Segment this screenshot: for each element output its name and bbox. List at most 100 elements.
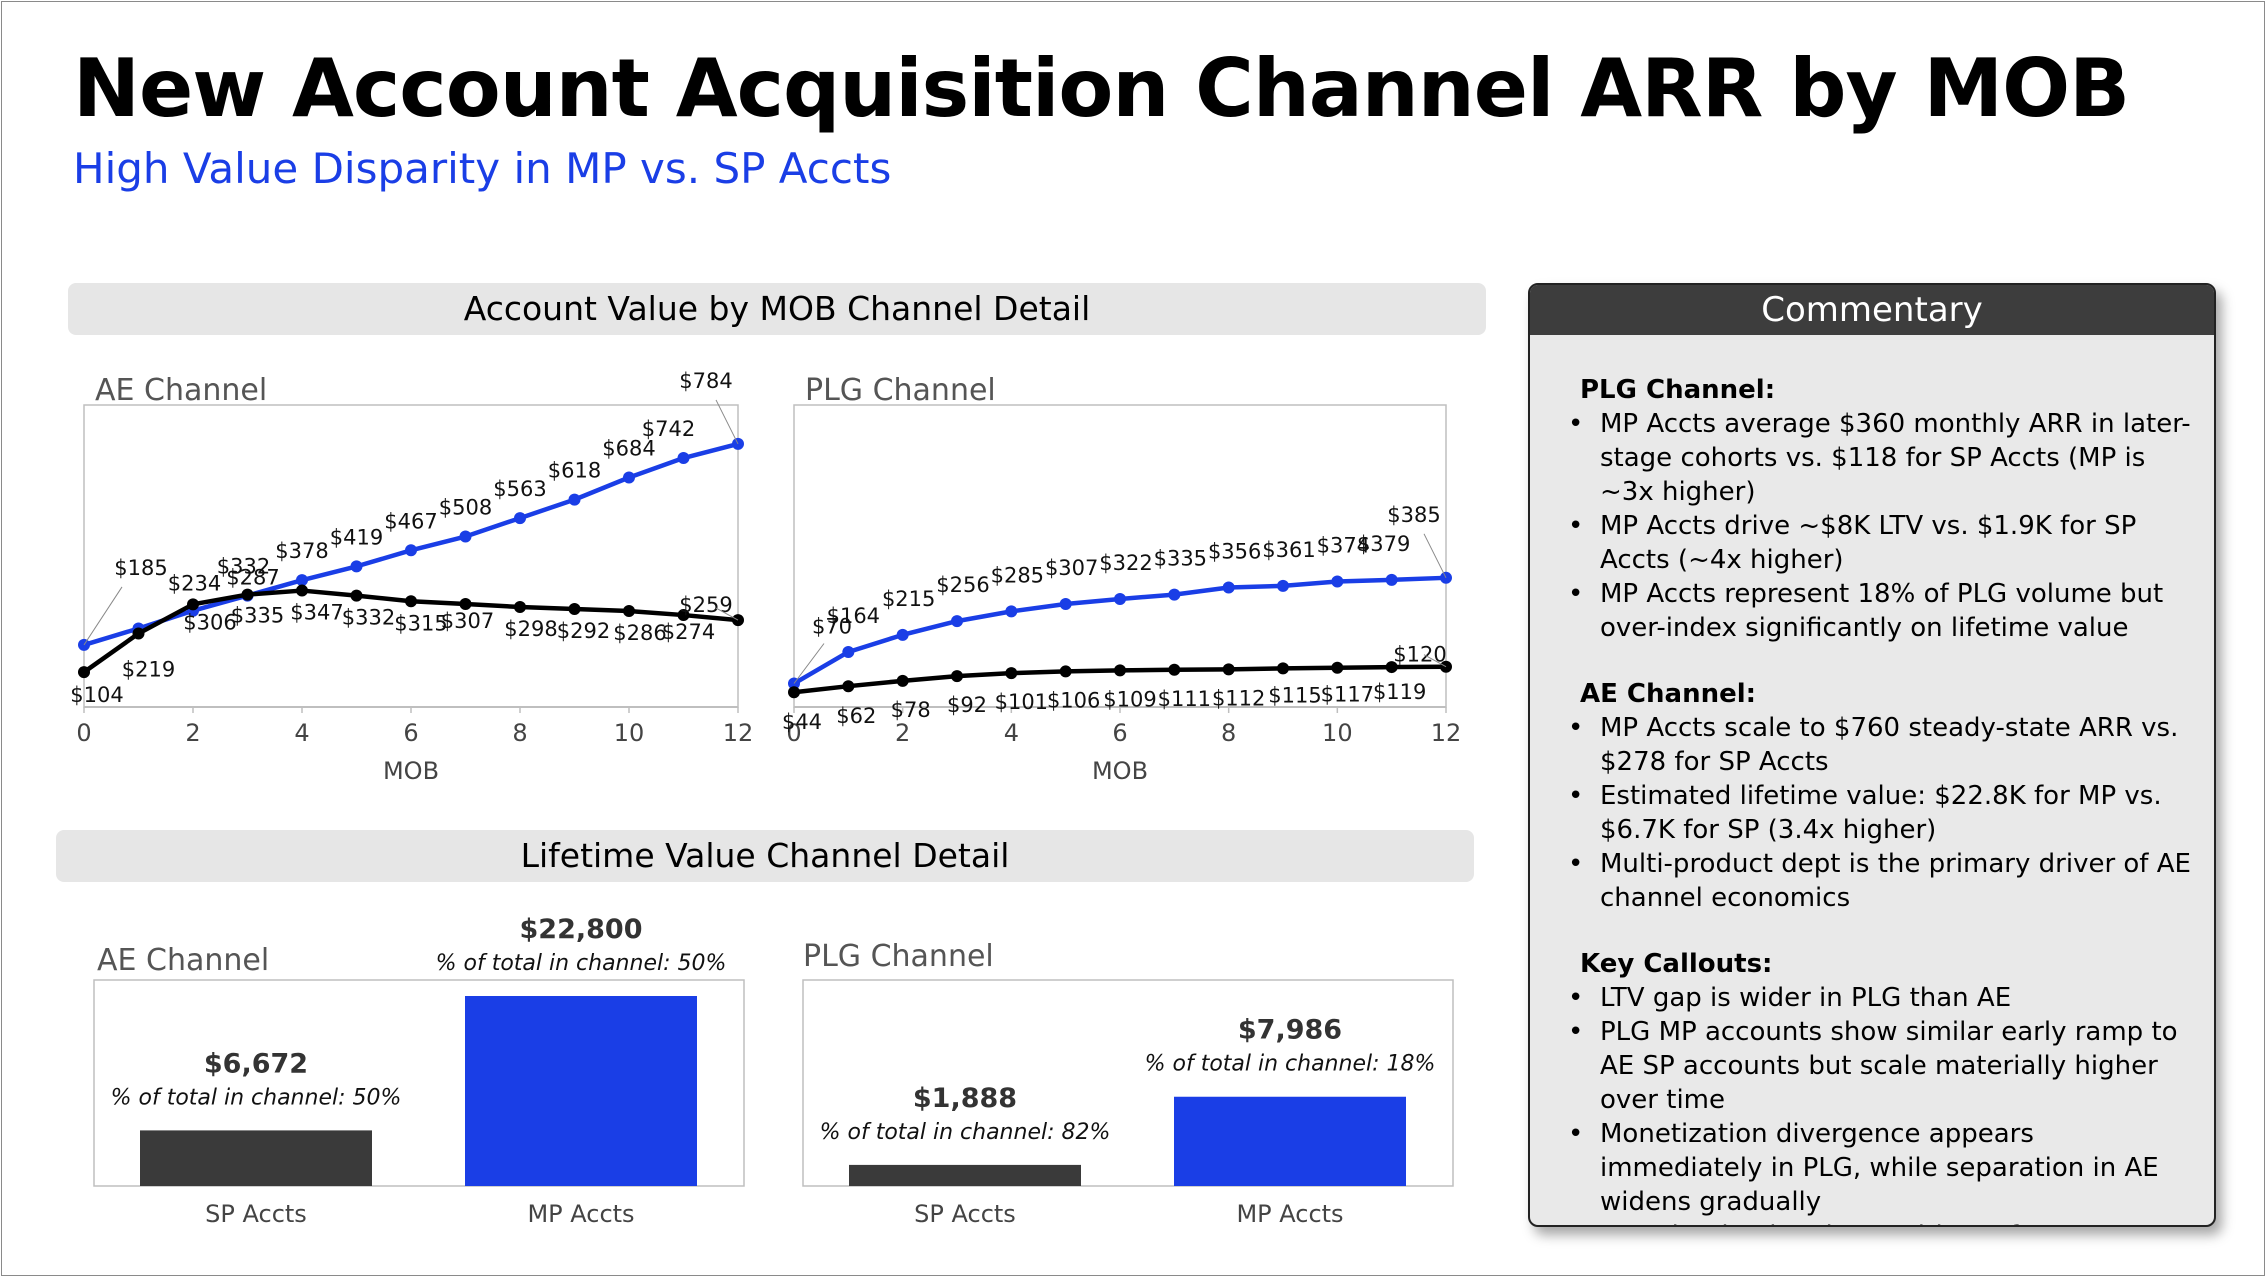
data-label-sp: $112 bbox=[1212, 686, 1265, 710]
data-point-mp bbox=[1222, 581, 1235, 594]
data-label-sp: $298 bbox=[504, 617, 557, 641]
mob-section-title: Account Value by MOB Channel Detail bbox=[68, 283, 1486, 335]
x-tick-label: 2 bbox=[185, 719, 200, 747]
chart-title: PLG Channel bbox=[805, 373, 996, 408]
data-label-sp: $104 bbox=[70, 683, 123, 707]
x-tick-label: 6 bbox=[403, 719, 418, 747]
bar-mp-accts bbox=[465, 996, 697, 1186]
commentary-section-title: AE Channel: bbox=[1580, 679, 1757, 709]
data-point-sp bbox=[1168, 663, 1181, 676]
data-point-sp bbox=[1222, 663, 1235, 676]
bar-pct-label: % of total in channel: 50% bbox=[111, 1085, 402, 1110]
data-point-sp bbox=[1385, 661, 1398, 674]
data-point-sp bbox=[459, 597, 472, 610]
category-label: SP Accts bbox=[205, 1200, 307, 1228]
label-leader-line bbox=[793, 643, 825, 684]
data-point-sp bbox=[1331, 661, 1344, 674]
page-subtitle: High Value Disparity in MP vs. SP Accts bbox=[73, 144, 892, 193]
data-label-sp: $78 bbox=[891, 698, 931, 722]
data-label-mp: $684 bbox=[602, 436, 655, 460]
commentary-bullet: MP Accts scale to $760 steady-state ARR … bbox=[1568, 711, 2194, 779]
data-point-sp bbox=[951, 670, 963, 683]
data-point-mp bbox=[568, 493, 581, 506]
data-point-mp bbox=[623, 471, 635, 484]
x-tick-label: 4 bbox=[1004, 719, 1019, 747]
commentary-panel: Commentary PLG Channel:MP Accts average … bbox=[1528, 283, 2216, 1227]
label-leader-line bbox=[83, 586, 123, 646]
x-tick-label: 0 bbox=[786, 719, 801, 747]
x-tick-label: 12 bbox=[1431, 719, 1462, 747]
x-tick-label: 2 bbox=[895, 719, 910, 747]
data-label-sp: $115 bbox=[1268, 683, 1321, 707]
data-label-mp: $467 bbox=[384, 509, 437, 533]
page-title: New Account Acquisition Channel ARR by M… bbox=[73, 42, 2130, 135]
data-label-mp: $419 bbox=[330, 525, 383, 549]
commentary-bullet: Monetization divergence appears immediat… bbox=[1568, 1117, 2194, 1219]
data-label-mp: $256 bbox=[936, 573, 989, 597]
commentary-section-title: PLG Channel: bbox=[1580, 375, 1776, 405]
commentary-title: Commentary bbox=[1530, 285, 2214, 335]
data-label-mp: $164 bbox=[827, 604, 880, 628]
data-label-mp: $285 bbox=[991, 563, 1044, 587]
data-point-mp bbox=[1277, 579, 1289, 592]
data-label-mp: $385 bbox=[1387, 503, 1440, 527]
ltv-section-title: Lifetime Value Channel Detail bbox=[56, 830, 1474, 882]
data-point-sp bbox=[241, 588, 254, 601]
data-point-sp bbox=[187, 598, 199, 611]
x-tick-label: 4 bbox=[294, 719, 309, 747]
data-label-mp: $742 bbox=[642, 417, 695, 441]
x-tick-label: 6 bbox=[1112, 719, 1127, 747]
commentary-bullet: MP Accts average $360 monthly ARR in lat… bbox=[1568, 407, 2194, 509]
data-point-sp bbox=[514, 601, 526, 614]
category-label: SP Accts bbox=[914, 1200, 1016, 1228]
label-leader-line bbox=[715, 607, 739, 621]
data-point-sp bbox=[842, 680, 855, 693]
commentary-bullet: MP Accts drive ~$8K LTV vs. $1.9K for SP… bbox=[1568, 509, 2194, 577]
bar-value-label: $7,986 bbox=[1238, 1015, 1342, 1046]
section-spacer bbox=[1552, 645, 2194, 677]
data-label-sp: $119 bbox=[1373, 680, 1426, 704]
data-point-mp bbox=[350, 560, 363, 573]
x-axis-title: MOB bbox=[383, 757, 439, 785]
data-point-sp bbox=[132, 627, 145, 640]
data-point-sp bbox=[78, 666, 90, 679]
bar-value-label: $1,888 bbox=[913, 1083, 1017, 1114]
label-leader-line bbox=[1423, 654, 1447, 668]
data-label-sp: $332 bbox=[342, 606, 395, 630]
data-label-sp: $219 bbox=[122, 658, 175, 682]
data-label-sp: $109 bbox=[1103, 687, 1156, 711]
x-tick-label: 12 bbox=[723, 719, 754, 747]
data-label-sp: $101 bbox=[995, 690, 1048, 714]
data-point-mp bbox=[1168, 588, 1181, 601]
data-label-mp: $234 bbox=[168, 571, 221, 595]
x-tick-label: 10 bbox=[614, 719, 645, 747]
data-label-sp: $259 bbox=[679, 593, 732, 617]
data-point-sp bbox=[1277, 662, 1289, 675]
commentary-bullet-list: LTV gap is wider in PLG than AEPLG MP ac… bbox=[1552, 981, 2194, 1225]
data-point-sp bbox=[623, 605, 635, 618]
commentary-bullet-list: MP Accts average $360 monthly ARR in lat… bbox=[1552, 407, 2194, 645]
label-leader-line bbox=[1423, 533, 1447, 579]
data-label-mp: $287 bbox=[226, 566, 279, 590]
data-point-mp bbox=[896, 628, 909, 641]
commentary-section-title: Key Callouts: bbox=[1580, 949, 1773, 979]
data-label-sp: $347 bbox=[290, 601, 343, 625]
data-label-mp: $70 bbox=[812, 615, 852, 639]
data-point-mp bbox=[842, 645, 855, 658]
data-label-sp: $111 bbox=[1158, 687, 1211, 711]
bar-mp-accts bbox=[1174, 1096, 1406, 1186]
chart-title: AE Channel bbox=[97, 943, 269, 978]
data-point-mp bbox=[405, 544, 417, 557]
data-label-mp: $356 bbox=[1208, 540, 1261, 564]
data-point-sp bbox=[1059, 665, 1072, 678]
data-label-sp: $92 bbox=[947, 693, 987, 717]
bar-sp-accts bbox=[849, 1164, 1081, 1186]
data-point-sp bbox=[896, 674, 909, 687]
data-label-sp: $62 bbox=[836, 704, 876, 728]
data-label-mp: $361 bbox=[1262, 538, 1315, 562]
commentary-bullet: MP adoption is primary driver of custome… bbox=[1568, 1219, 2194, 1225]
data-point-mp bbox=[1385, 573, 1398, 586]
data-label-mp: $322 bbox=[1099, 551, 1152, 575]
bar-pct-label: % of total in channel: 50% bbox=[436, 951, 727, 976]
